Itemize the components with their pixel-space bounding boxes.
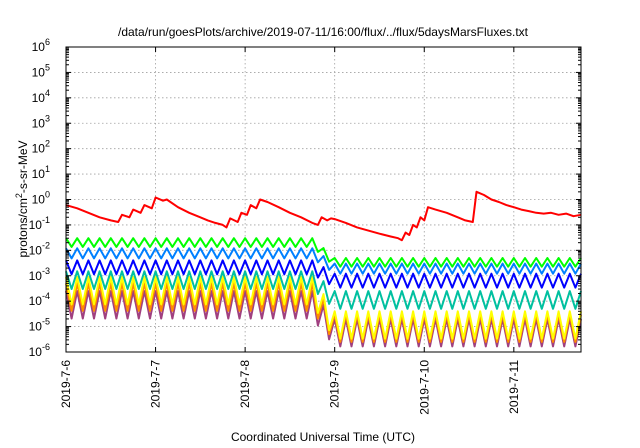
y-tick-label: 10-3	[29, 266, 50, 283]
series-line-2	[65, 247, 582, 275]
y-axis-label-units: -s-sr-MeV	[16, 140, 30, 193]
y-tick-label: 10-6	[29, 342, 50, 359]
y-tick-label: 105	[32, 62, 50, 79]
series-line-4	[65, 270, 582, 310]
x-tick-label: 2019-7-7	[149, 360, 163, 408]
y-axis-label-main: protons/cm	[16, 198, 30, 257]
y-tick-label: 10-5	[29, 317, 50, 334]
x-tick-label: 2019-7-10	[417, 360, 431, 415]
y-axis-label: protons/cm2-s-sr-MeV	[14, 140, 30, 257]
y-axis-label-superscript: 2	[14, 193, 24, 198]
series-line-5	[65, 275, 582, 340]
x-tick-label: 2019-7-11	[507, 360, 521, 414]
series-line-0	[65, 190, 582, 242]
series-line-1	[65, 237, 582, 268]
chart-title: /data/run/goesPlots/archive/2019-07-11/1…	[118, 25, 529, 39]
x-axis-label: Coordinated Universal Time (UTC)	[231, 430, 415, 444]
y-tick-label: 10-2	[29, 240, 50, 257]
y-tick-label: 103	[32, 113, 50, 130]
tick-layer: 10-6 10-5 10-4 10-3 10-2 10-1 100 101 102 103 104 1…	[29, 37, 581, 415]
y-tick-label: 104	[32, 88, 50, 105]
series-layer	[65, 190, 582, 348]
y-tick-label: 101	[32, 164, 50, 181]
y-tick-label: 10-4	[29, 291, 50, 308]
series-line-3	[65, 259, 582, 289]
y-tick-label: 106	[32, 37, 50, 54]
y-tick-label: 100	[32, 190, 50, 207]
x-tick-label: 2019-7-6	[59, 360, 73, 408]
y-tick-label: 10-1	[29, 215, 50, 232]
x-tick-label: 2019-7-9	[328, 360, 342, 408]
x-tick-label: 2019-7-8	[238, 360, 252, 408]
y-tick-label: 102	[32, 139, 50, 156]
